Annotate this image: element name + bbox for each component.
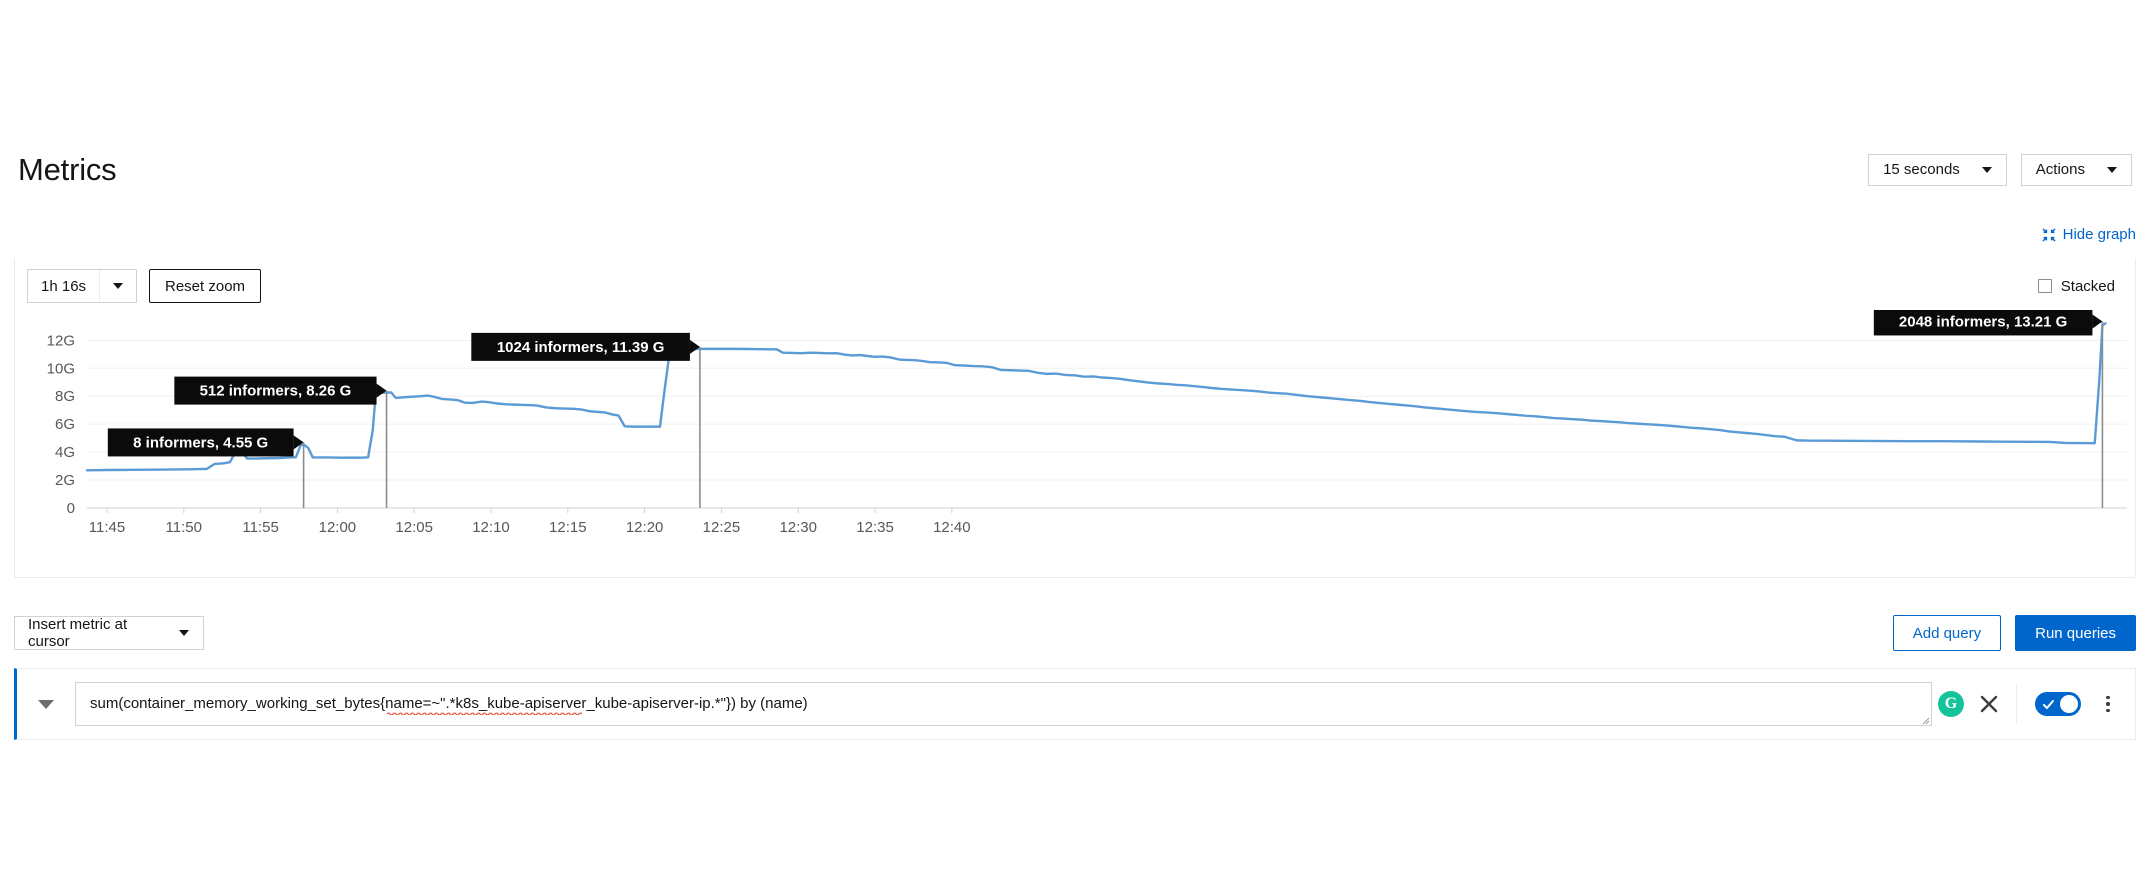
svg-text:512 informers, 8.26 G: 512 informers, 8.26 G	[200, 383, 352, 400]
chevron-down-icon	[38, 699, 54, 709]
metrics-plot[interactable]: 0 2G 4G 6G 8G 10G 12G 11:45 11:50 11:55 12:00 12:05…	[15, 310, 2135, 560]
hide-graph-row: Hide graph	[14, 226, 2136, 249]
actions-label: Actions	[2035, 161, 2085, 178]
svg-text:12:20: 12:20	[626, 519, 664, 536]
chevron-down-icon	[165, 630, 203, 636]
svg-text:11:55: 11:55	[242, 519, 278, 536]
svg-text:12:15: 12:15	[549, 519, 587, 536]
svg-text:0: 0	[67, 500, 75, 517]
query-input-wrap	[75, 682, 1932, 726]
page-title: Metrics	[18, 152, 117, 187]
hide-graph-button[interactable]: Hide graph	[2042, 226, 2136, 243]
stacked-checkbox[interactable]	[2037, 279, 2052, 293]
chevron-down-icon	[2099, 155, 2131, 185]
collapse-icon	[2042, 227, 2056, 242]
svg-text:12:40: 12:40	[933, 519, 971, 536]
stacked-label[interactable]: Stacked	[2060, 277, 2115, 295]
refresh-interval-select[interactable]: 15 seconds	[1868, 154, 2007, 186]
run-queries-button[interactable]: Run queries	[2015, 615, 2136, 651]
svg-text:11:50: 11:50	[166, 519, 202, 536]
svg-text:1024 informers, 11.39 G: 1024 informers, 11.39 G	[497, 339, 665, 356]
svg-text:2G: 2G	[55, 472, 75, 489]
grammarly-icon[interactable]: G	[1938, 691, 1964, 717]
query-row: G	[14, 668, 2136, 740]
svg-text:12:30: 12:30	[779, 519, 817, 536]
chevron-down-icon	[1974, 155, 2006, 185]
svg-text:12:10: 12:10	[472, 519, 510, 536]
time-range-value: 1h 16s	[41, 277, 87, 295]
reset-zoom-button[interactable]: Reset zoom	[149, 269, 262, 303]
query-expression-input[interactable]	[75, 682, 1932, 726]
insert-metric-label: Insert metric at cursor	[28, 616, 128, 650]
svg-text:12:05: 12:05	[395, 519, 433, 536]
hide-graph-label: Hide graph	[2062, 226, 2136, 243]
check-icon	[2043, 700, 2054, 709]
time-range-select[interactable]: 1h 16s	[27, 269, 137, 303]
plot-svg[interactable]: 0 2G 4G 6G 8G 10G 12G 11:45 11:50 11:55 12:00 12:05…	[15, 310, 2135, 560]
query-toolbar: Insert metric at cursor Add query Run qu…	[14, 608, 2136, 658]
graph-toolbar: 1h 16s Reset zoom Stacked	[15, 258, 2135, 314]
chevron-down-icon	[100, 270, 136, 302]
svg-text:8G: 8G	[55, 388, 75, 405]
refresh-interval-label: 15 seconds	[1883, 161, 1960, 178]
svg-text:10G: 10G	[47, 360, 75, 377]
insert-metric-select[interactable]: Insert metric at cursor	[14, 616, 204, 650]
add-query-button[interactable]: Add query	[1892, 615, 2002, 651]
toggle-knob	[2060, 695, 2078, 713]
graph-card: 1h 16s Reset zoom Stacked 0 2G 4G 6G 8G 10G 12…	[14, 258, 2136, 578]
header-controls: 15 seconds Actions	[1868, 154, 2132, 186]
svg-text:11:45: 11:45	[89, 519, 125, 536]
stacked-control: Stacked	[2037, 277, 2123, 295]
svg-text:12:25: 12:25	[703, 519, 741, 536]
series-enabled-toggle[interactable]	[2035, 692, 2081, 716]
svg-text:6G: 6G	[55, 416, 75, 433]
query-action-buttons: Add query Run queries	[1892, 615, 2136, 651]
svg-text:2048 informers, 13.21 G: 2048 informers, 13.21 G	[1899, 313, 2067, 330]
svg-text:4G: 4G	[55, 444, 75, 461]
expand-query-toggle[interactable]	[17, 669, 75, 739]
page-header: Metrics 15 seconds Actions	[0, 140, 2150, 200]
zoom-controls: 1h 16s Reset zoom	[27, 269, 262, 303]
grammarly-letter: G	[1944, 695, 1958, 712]
svg-text:12:35: 12:35	[856, 519, 894, 536]
actions-menu[interactable]: Actions	[2020, 154, 2132, 186]
kebab-menu-icon[interactable]	[2097, 692, 2119, 716]
svg-text:12:00: 12:00	[319, 519, 357, 536]
close-icon[interactable]	[1978, 693, 2000, 715]
svg-text:12G: 12G	[47, 332, 75, 349]
divider	[2016, 684, 2017, 724]
svg-text:8 informers, 4.55 G: 8 informers, 4.55 G	[133, 434, 268, 451]
